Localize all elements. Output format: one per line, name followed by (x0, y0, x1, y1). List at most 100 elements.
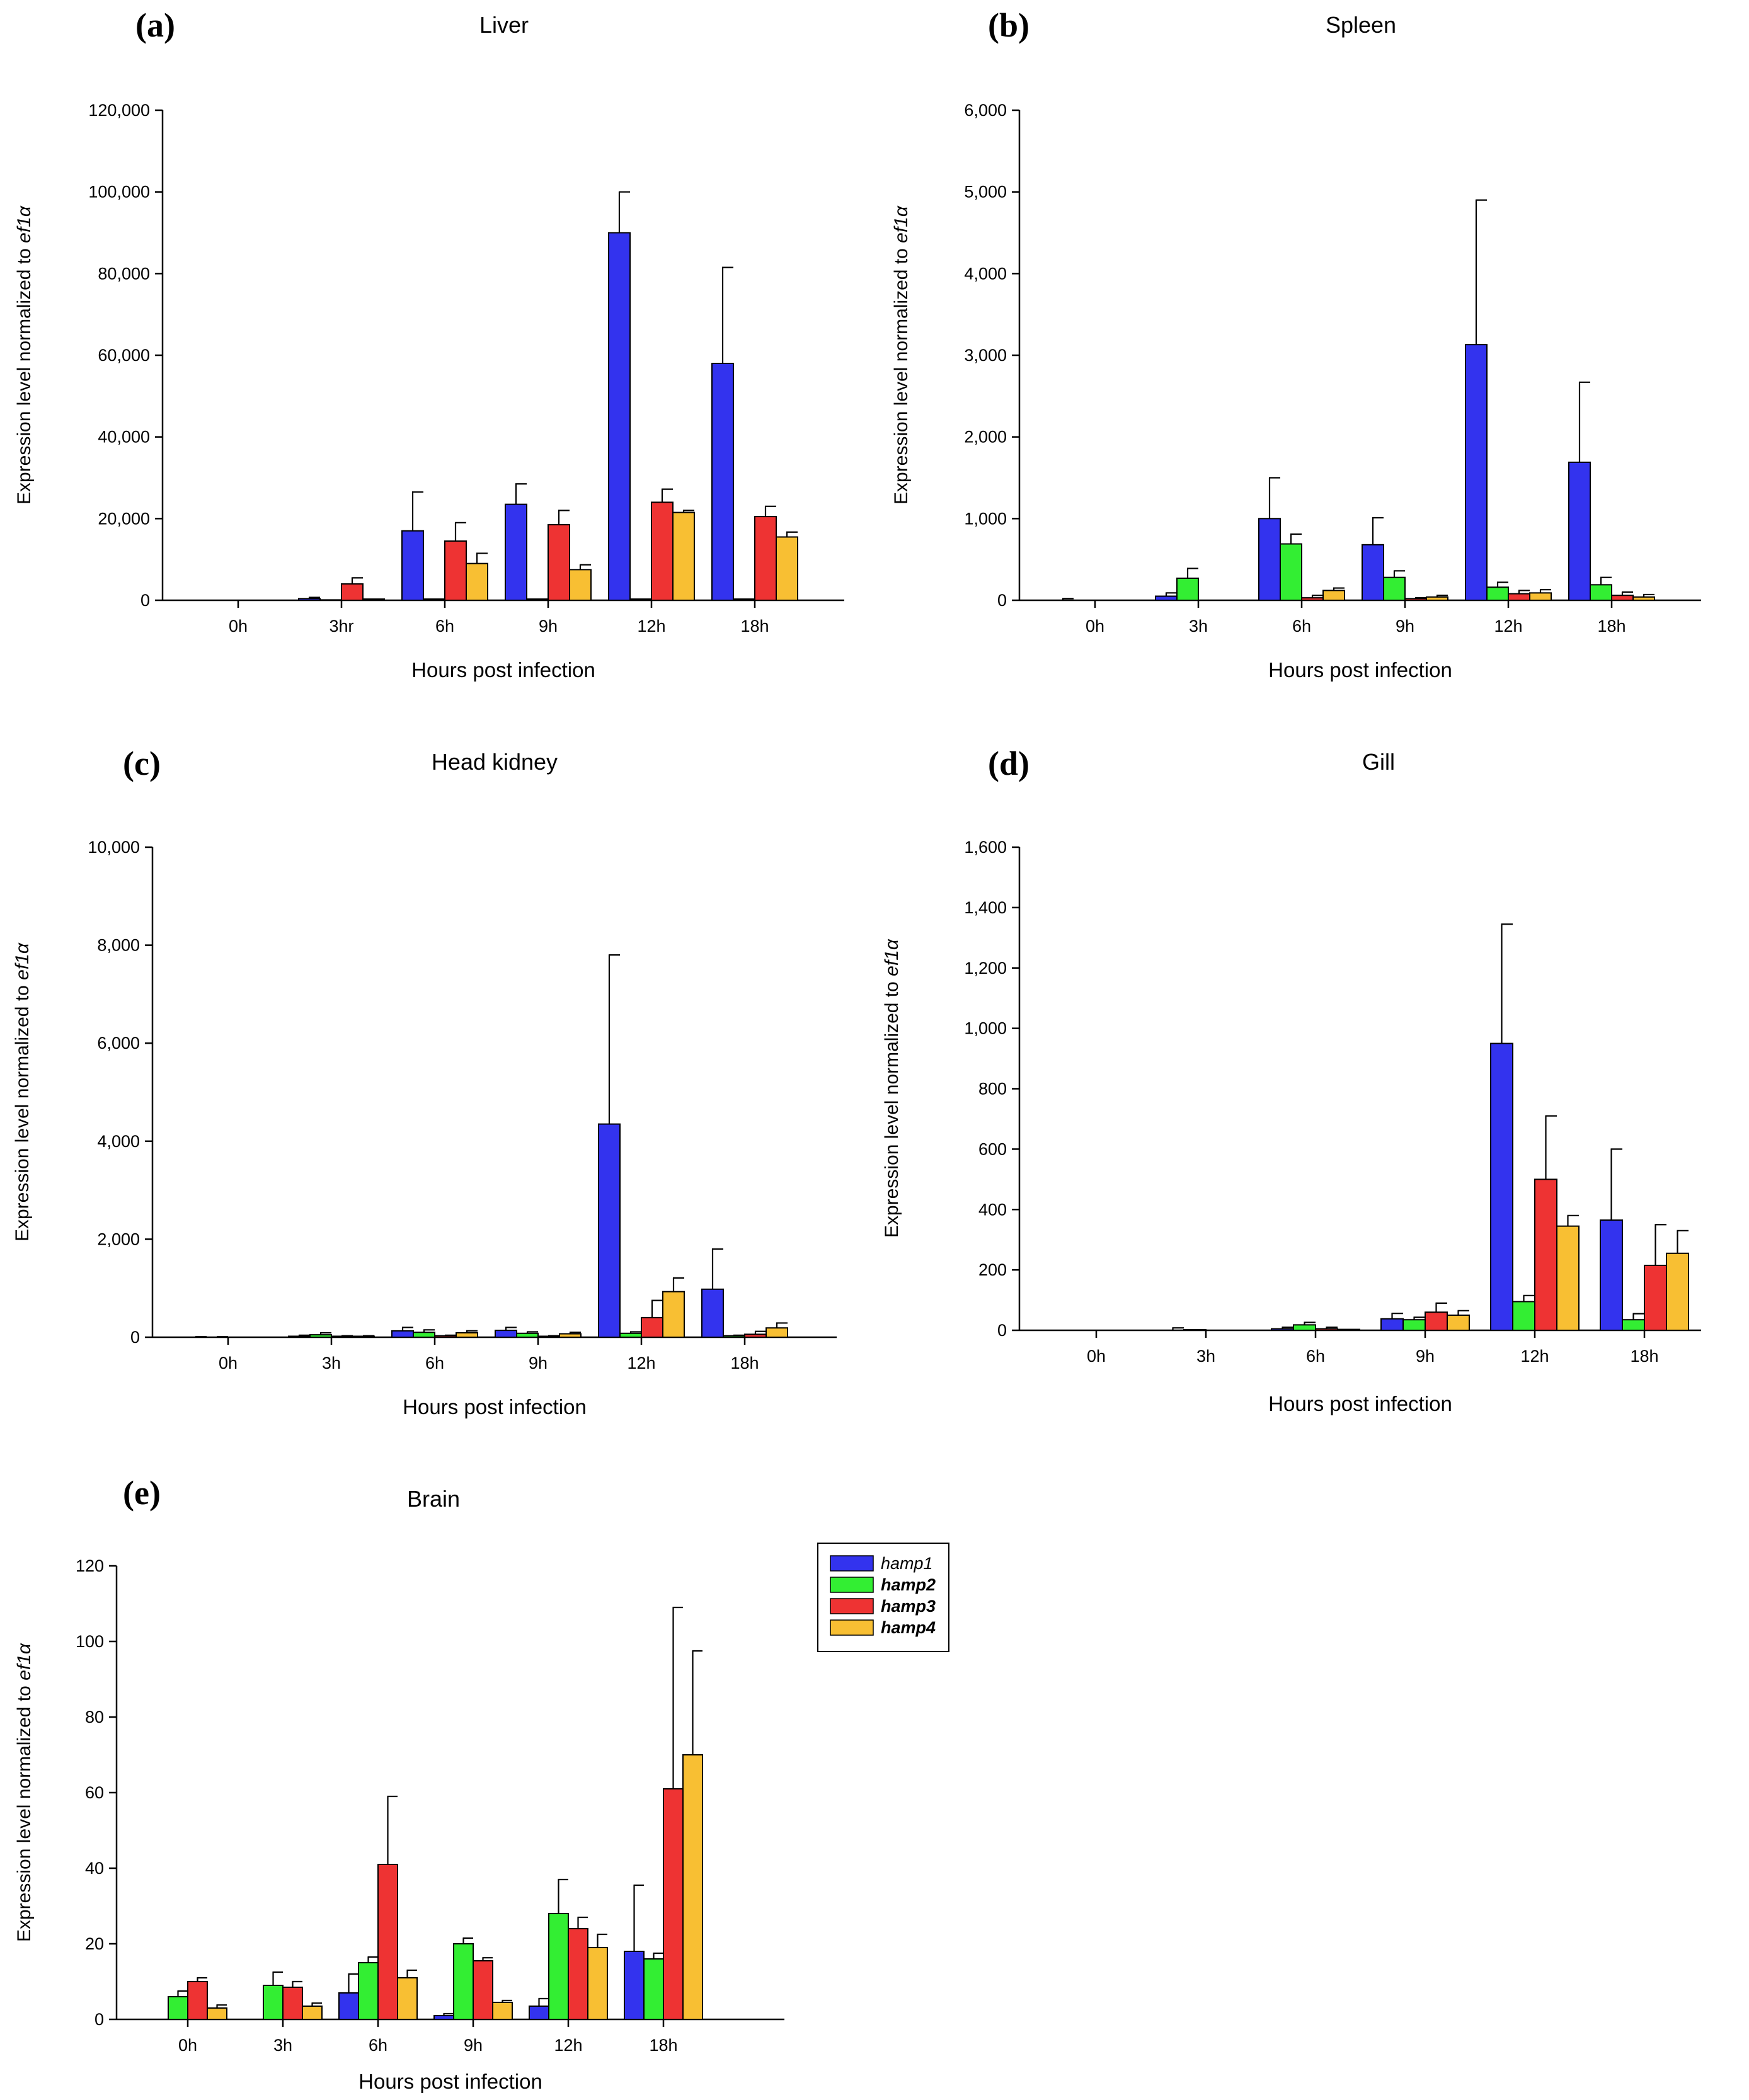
error-bar-hamp4 (682, 510, 694, 513)
error-bar-hamp4 (1539, 589, 1551, 593)
bar-hamp1 (1155, 595, 1178, 601)
bar-hamp4 (362, 598, 385, 601)
bar-hamp2 (1590, 584, 1612, 602)
x-tick-label: 3hr (329, 617, 353, 636)
bar-hamp2 (168, 1996, 188, 2020)
error-bar-hamp1 (505, 1327, 517, 1331)
error-bar-hamp3 (197, 1977, 207, 1982)
chart-panel-brain: (e) Brain 0 20 40 60 80 100 120 Expression level … (14, 1474, 784, 2093)
bar-hamp3 (1644, 1264, 1667, 1331)
y-tick-label: 20 (85, 1934, 104, 1953)
y-axis-label-italic: ef1α (891, 205, 912, 243)
y-tick-label: 1,000 (964, 509, 1007, 528)
bar-hamp3 (641, 1316, 663, 1338)
legend-label-hamp4: hamp4 (881, 1618, 936, 1637)
error-bar-hamp3 (651, 1299, 663, 1318)
error-bar-hamp3 (764, 505, 776, 517)
bar-hamp3 (187, 1981, 208, 2020)
y-tick-label: 6,000 (97, 1034, 140, 1053)
error-bar-hamp2 (733, 1334, 745, 1336)
error-bar-hamp4 (466, 1330, 478, 1333)
error-bar-hamp1 (1282, 1327, 1293, 1329)
y-tick-label: 80,000 (98, 264, 150, 283)
bar-hamp2 (309, 1334, 332, 1338)
error-bar-hamp2 (1290, 533, 1302, 544)
error-bar-hamp3 (1435, 1302, 1447, 1313)
bar-hamp4 (1556, 1225, 1580, 1331)
x-tick-label: 0h (219, 1354, 238, 1372)
bar-hamp1 (338, 1992, 359, 2020)
error-bar-hamp4 (1457, 1310, 1469, 1316)
bar-hamp4 (569, 569, 592, 601)
error-bar-hamp3 (351, 577, 363, 585)
error-bar-hamp2 (367, 1956, 378, 1963)
error-bar-hamp4 (786, 531, 798, 537)
x-tick-label: 0h (1086, 617, 1104, 636)
bar-hamp4 (1447, 1315, 1470, 1331)
x-tick-label: 18h (730, 1354, 759, 1372)
panel-label: (e) (123, 1474, 161, 1512)
y-axis-label-text: Expression level normalized to (881, 976, 902, 1238)
y-tick-label: 60 (85, 1783, 104, 1802)
error-bar-hamp1 (618, 191, 630, 233)
error-bar-hamp1 (1578, 381, 1590, 462)
y-tick-label: 120,000 (88, 101, 150, 120)
bar-hamp3 (754, 516, 777, 602)
error-bar-hamp4 (692, 1650, 702, 1755)
error-bar-hamp3 (444, 1334, 456, 1336)
y-axis-label: Expression level normalized to ef1α (14, 205, 35, 505)
error-bar-hamp1 (401, 1327, 413, 1331)
bar-hamp4 (559, 1333, 582, 1338)
x-tick-label: 0h (229, 617, 248, 636)
bar-hamp3 (341, 583, 364, 601)
error-bar-hamp2 (1600, 576, 1612, 585)
chart-title: Head kidney (432, 749, 558, 775)
legend-swatch-hamp2 (830, 1577, 874, 1593)
y-axis-label-italic: ef1α (14, 205, 35, 243)
bar-hamp3 (1301, 597, 1324, 601)
bar-hamp1 (401, 530, 424, 601)
y-tick-label: 0 (140, 591, 150, 610)
error-bar-hamp2 (177, 1990, 188, 1997)
y-tick-label: 40 (85, 1859, 104, 1878)
error-bar-hamp2 (1523, 1294, 1535, 1302)
legend: hamp1 hamp2 hamp3 hamp4 (817, 1543, 949, 1652)
x-tick-label: 12h (554, 2036, 582, 2055)
error-bar-hamp1 (608, 954, 620, 1124)
y-tick-label: 0 (997, 1321, 1007, 1340)
chart-panel-liver: (a) Liver 0 20,000 40,000 60,000 80,000 100,000… (14, 6, 844, 682)
bar-hamp3 (377, 1864, 398, 2020)
error-bar-hamp3 (577, 1916, 588, 1929)
x-tick-label: 6h (435, 617, 454, 636)
bar-hamp4 (1322, 590, 1345, 602)
x-tick-label: 3h (273, 2036, 292, 2055)
error-bar-hamp1 (538, 1997, 549, 2006)
x-tick-label: 6h (1292, 617, 1311, 636)
y-axis-label-text: Expression level normalized to (14, 243, 35, 505)
y-tick-label: 1,600 (964, 838, 1007, 857)
x-tick-label: 18h (1597, 617, 1626, 636)
bar-hamp4 (662, 1291, 685, 1338)
bar-hamp3 (282, 1987, 303, 2020)
error-bar-hamp3 (1518, 590, 1530, 594)
bar-hamp2 (413, 1332, 435, 1338)
bar-hamp1 (701, 1288, 724, 1338)
bar-hamp4 (492, 2002, 513, 2020)
y-tick-label: 2,000 (964, 428, 1007, 447)
legend-label-hamp3: hamp3 (881, 1597, 936, 1616)
error-bar-hamp1 (633, 1884, 644, 1951)
x-tick-label: 6h (369, 2036, 387, 2055)
bar-hamp3 (1508, 593, 1530, 601)
error-bar-hamp2 (526, 1331, 538, 1333)
y-axis-label-text: Expression level normalized to (12, 980, 33, 1241)
y-tick-label: 4,000 (964, 264, 1007, 283)
y-axis-label: Expression level normalized to ef1α (12, 942, 33, 1241)
bar-hamp1 (711, 362, 734, 601)
error-bar-hamp3 (292, 1980, 302, 1987)
y-axis-label-italic: ef1α (12, 942, 33, 980)
bar-hamp1 (1258, 518, 1281, 601)
error-bar-hamp4 (1567, 1214, 1579, 1226)
x-axis-label: Hours post infection (1268, 658, 1452, 682)
bar-hamp1 (1568, 461, 1591, 602)
